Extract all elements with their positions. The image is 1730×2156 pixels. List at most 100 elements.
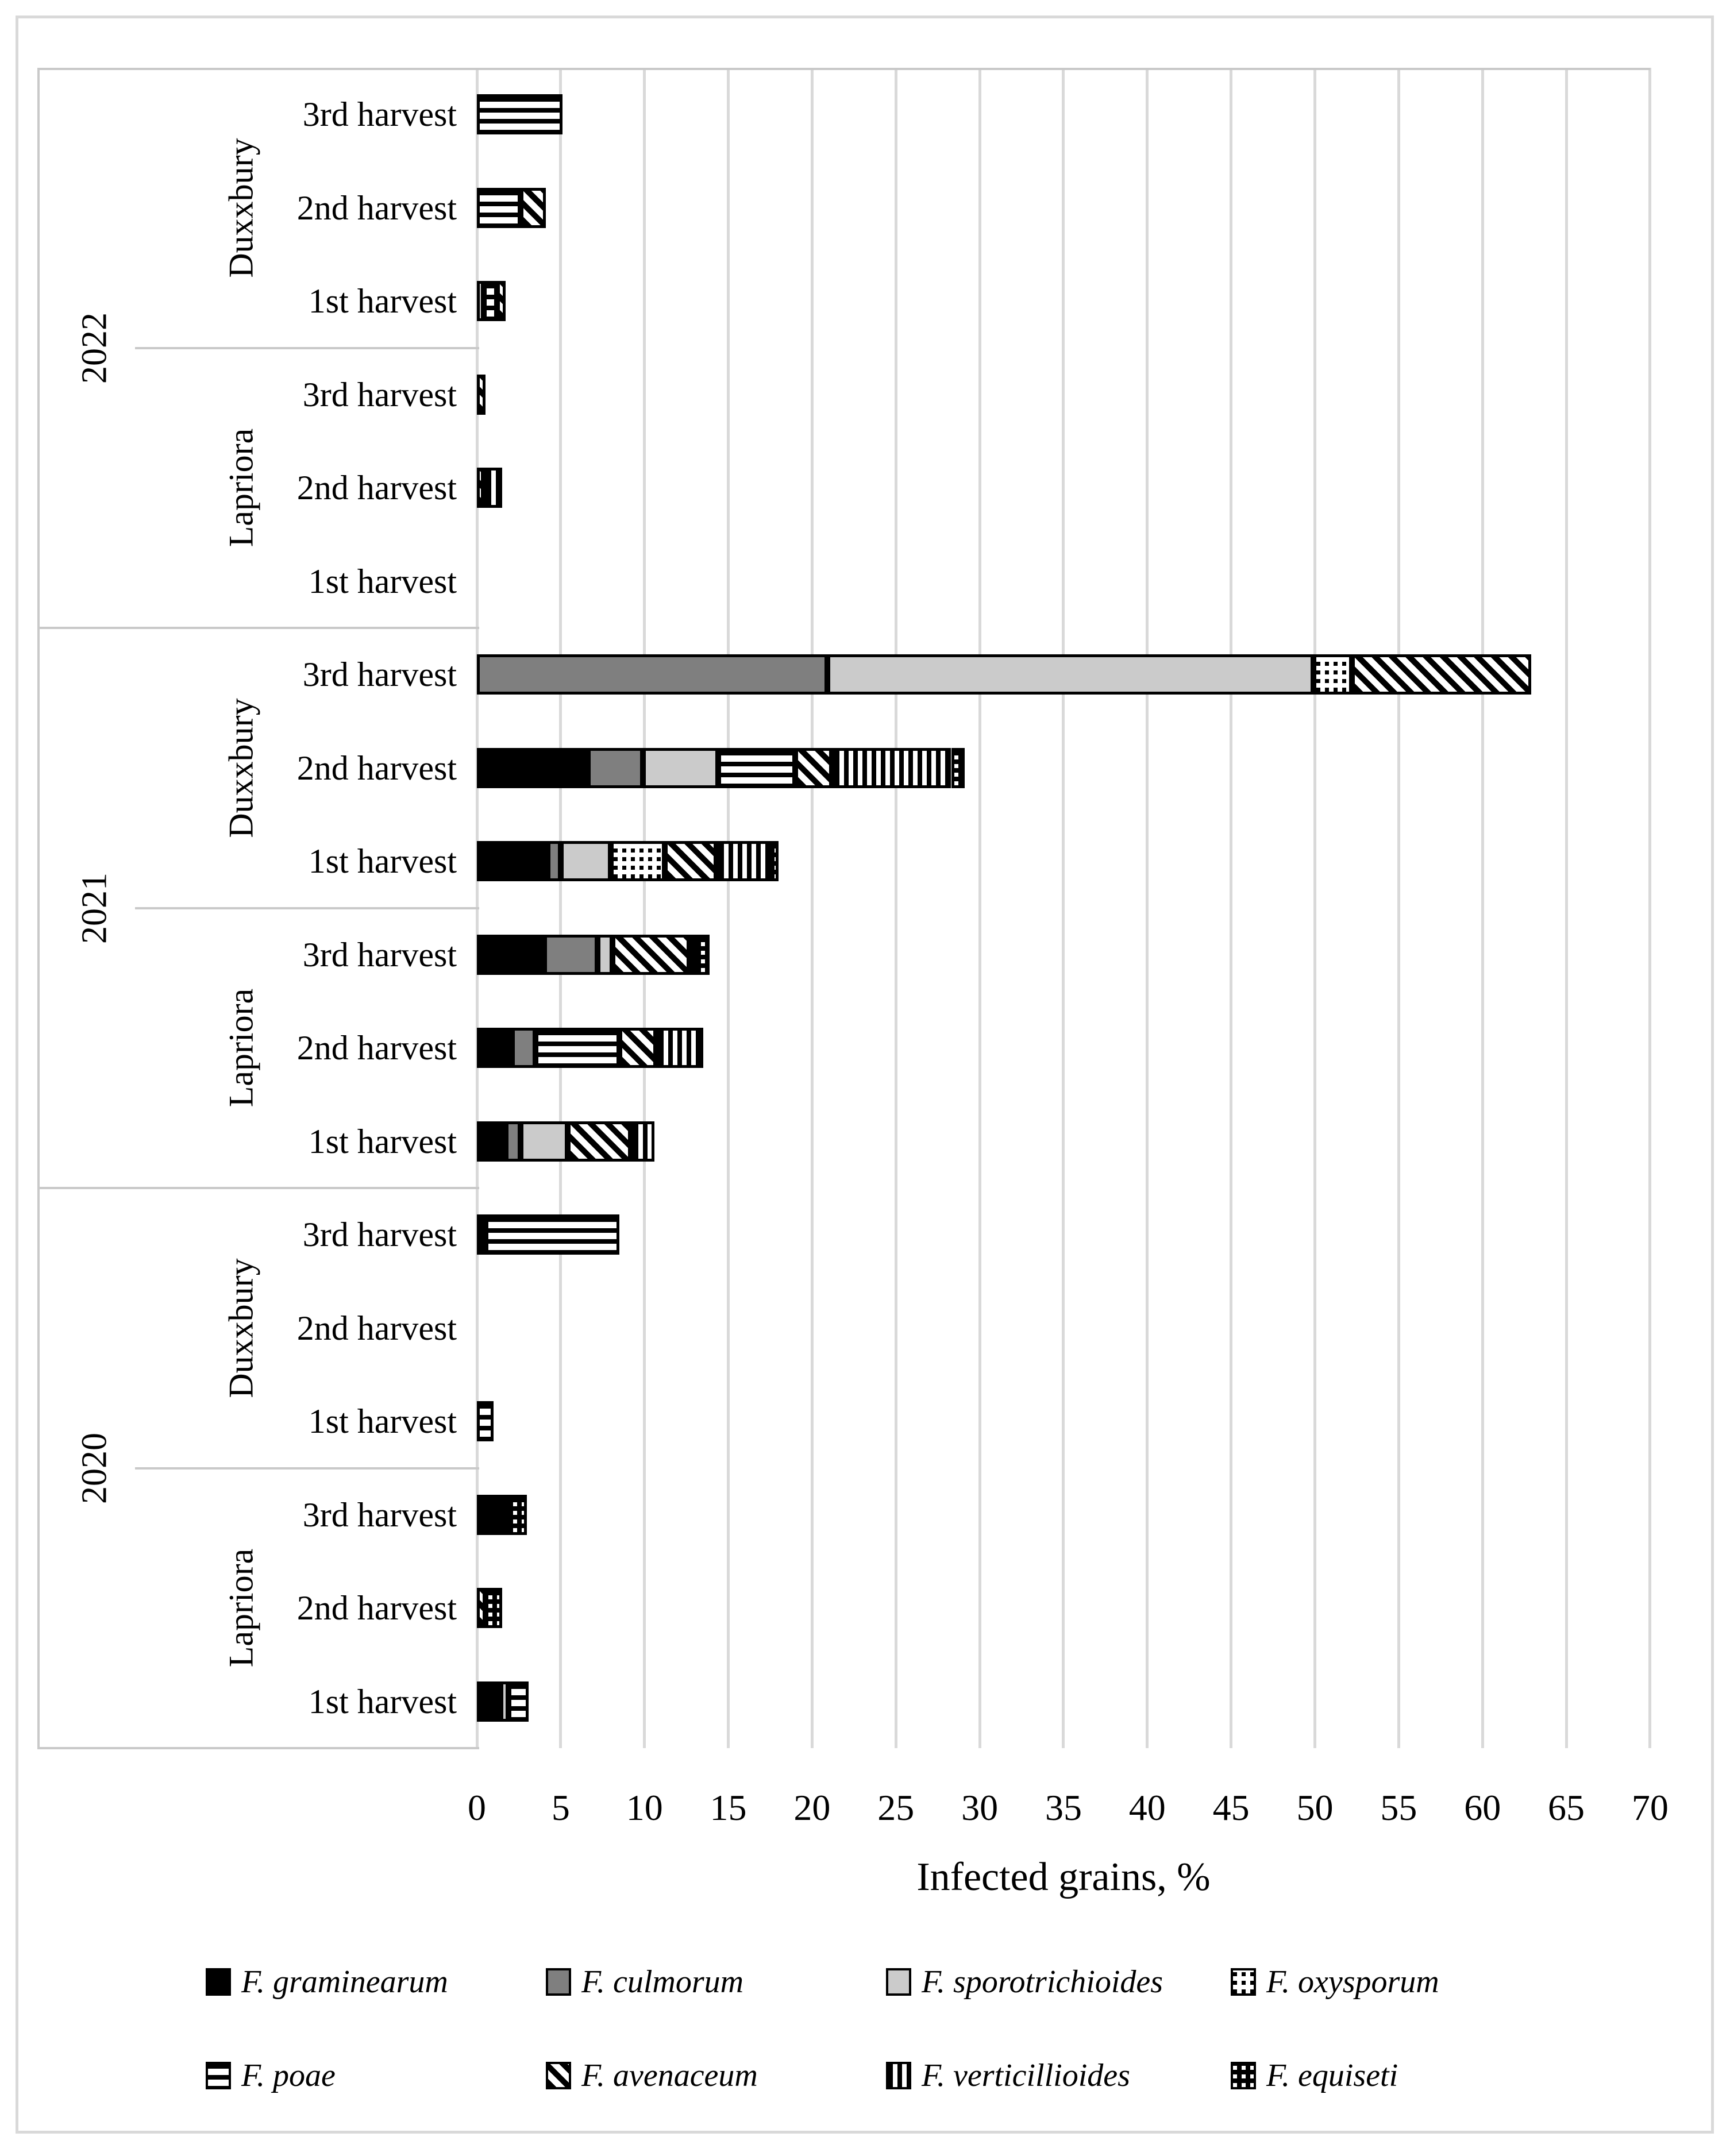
bar-segment-oxysporum (611, 841, 665, 882)
bar-segment-poae (477, 1401, 494, 1442)
bar-segment-equiseti (772, 841, 779, 882)
bar-segment-avenaceum (664, 841, 717, 882)
bar-segment-culmorum (512, 1028, 536, 1069)
harvest-label: 1st harvest (308, 842, 457, 881)
legend-swatch-poae (206, 2062, 231, 2089)
bar-segment-avenaceum (477, 468, 484, 508)
bar-segment-graminearum (477, 1494, 511, 1535)
year-separator (37, 1187, 479, 1189)
x-tick-45: 45 (1212, 1787, 1250, 1828)
bar-segment-culmorum (505, 1121, 521, 1162)
gridline-45 (1230, 68, 1233, 1748)
legend-label-verticillioides: F. verticillioides (922, 2058, 1130, 2093)
variety-separator (135, 907, 479, 909)
x-tick-40: 40 (1128, 1787, 1166, 1828)
gridline-25 (894, 68, 897, 1748)
harvest-label: 2nd harvest (296, 749, 457, 787)
harvest-label: 1st harvest (308, 1682, 457, 1721)
year-label-2021: 2021 (75, 872, 114, 944)
bar-segment-avenaceum (612, 934, 690, 975)
legend-swatch-sporotrichioides (886, 1968, 911, 1996)
x-tick-60: 60 (1464, 1787, 1501, 1828)
bar-segment-equiseti (510, 1494, 527, 1535)
legend-label-culmorum: F. culmorum (581, 1964, 744, 2000)
gridline-70 (1648, 68, 1652, 1748)
bar-segment-sporotrichioides (827, 654, 1313, 695)
bar-segment-verticillioides (631, 1121, 655, 1162)
bar-segment-graminearum (477, 747, 588, 788)
harvest-label: 3rd harvest (302, 1495, 457, 1534)
panel-bottom-border (37, 1747, 479, 1749)
figure-border (16, 16, 1714, 2134)
bar-segment-verticillioides (656, 1028, 703, 1069)
x-tick-5: 5 (551, 1787, 570, 1828)
plot-top-border (37, 68, 1650, 70)
gridline-40 (1146, 68, 1149, 1748)
gridline-50 (1313, 68, 1316, 1748)
bar-segment-avenaceum (497, 281, 506, 322)
bar-segment-graminearum (477, 1028, 513, 1069)
harvest-label: 2nd harvest (296, 1309, 457, 1347)
harvest-label: 3rd harvest (302, 95, 457, 134)
x-tick-65: 65 (1548, 1787, 1585, 1828)
legend-swatch-avenaceum (546, 2062, 571, 2089)
x-tick-55: 55 (1380, 1787, 1417, 1828)
bar-segment-poae (477, 187, 521, 228)
variety-label: Duxxbury (222, 698, 260, 838)
panel-left-border (37, 68, 40, 1748)
bar-segment-poae (718, 747, 796, 788)
bar-segment-graminearum (477, 1681, 500, 1722)
bar-segment-verticillioides (832, 747, 951, 788)
harvest-label: 3rd harvest (302, 655, 457, 694)
variety-label: Duxxbury (222, 1258, 260, 1398)
x-tick-35: 35 (1045, 1787, 1082, 1828)
bar-segment-graminearum (477, 841, 548, 882)
bar-segment-avenaceum (520, 187, 546, 228)
bar-segment-culmorum (587, 747, 643, 788)
harvest-label: 2nd harvest (296, 469, 457, 507)
bar-segment-avenaceum (1351, 654, 1531, 695)
gridline-65 (1565, 68, 1568, 1748)
bar-segment-equiseti (951, 747, 965, 788)
bar-segment-equiseti (485, 1588, 502, 1629)
bar-segment-poae (477, 94, 562, 135)
variety-label: Lapriora (222, 988, 260, 1108)
harvest-label: 1st harvest (308, 562, 457, 600)
gridline-60 (1481, 68, 1484, 1748)
bar-segment-sporotrichioides (520, 1121, 568, 1162)
x-tick-70: 70 (1631, 1787, 1669, 1828)
legend-label-oxysporum: F. oxysporum (1266, 1964, 1439, 2000)
bar-segment-verticillioides (483, 468, 502, 508)
harvest-label: 3rd harvest (302, 935, 457, 974)
legend-label-sporotrichioides: F. sporotrichioides (922, 1964, 1163, 2000)
x-axis-title: Infected grains, % (916, 1855, 1211, 1899)
year-label-2020: 2020 (75, 1432, 114, 1504)
gridline-10 (643, 68, 646, 1748)
gridline-35 (1062, 68, 1065, 1748)
x-tick-0: 0 (468, 1787, 486, 1828)
bar-segment-sporotrichioides (642, 747, 719, 788)
legend-swatch-culmorum (546, 1968, 571, 1996)
harvest-label: 1st harvest (308, 282, 457, 321)
legend-swatch-oxysporum (1231, 1968, 1256, 1996)
x-tick-20: 20 (793, 1787, 831, 1828)
harvest-label: 1st harvest (308, 1122, 457, 1160)
bar-segment-poae (535, 1028, 619, 1069)
bar-segment-graminearum (477, 1214, 486, 1255)
bar-segment-sporotrichioides (477, 281, 484, 322)
bar-segment-avenaceum (619, 1028, 657, 1069)
harvest-label: 3rd harvest (302, 1216, 457, 1254)
bar-segment-avenaceum (477, 374, 486, 415)
legend-swatch-equiseti (1231, 2062, 1256, 2089)
variety-separator (135, 1467, 479, 1470)
bar-segment-sporotrichioides (560, 841, 611, 882)
harvest-label: 2nd harvest (296, 1589, 457, 1627)
bar-segment-sporotrichioides (500, 1681, 509, 1722)
variety-separator (135, 346, 479, 349)
bar-segment-avenaceum (477, 1588, 486, 1629)
x-tick-10: 10 (626, 1787, 663, 1828)
legend-label-equiseti: F. equiseti (1266, 2058, 1398, 2093)
x-tick-50: 50 (1296, 1787, 1334, 1828)
bar-segment-avenaceum (567, 1121, 631, 1162)
